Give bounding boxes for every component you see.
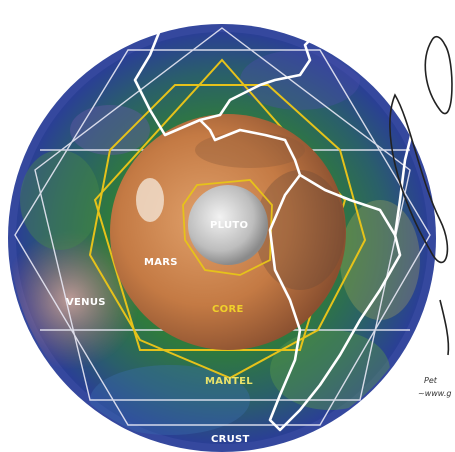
crust-label: CRUST (211, 434, 250, 445)
side-text-line2: ~www.g (418, 389, 451, 398)
core-boundary (182, 179, 273, 276)
side-text-line1: Pet (424, 376, 438, 385)
core-label: CORE (212, 304, 244, 315)
side-curve-decoration (389, 35, 453, 356)
mantel-label: MANTEL (205, 376, 253, 387)
pluto-label: PLUTO (210, 220, 248, 231)
venus-label: VENUS (66, 297, 106, 308)
pluto-sphere (188, 185, 268, 265)
mars-label: MARS (144, 257, 178, 268)
earth-globe (8, 24, 436, 452)
continent-outline (133, 16, 417, 432)
